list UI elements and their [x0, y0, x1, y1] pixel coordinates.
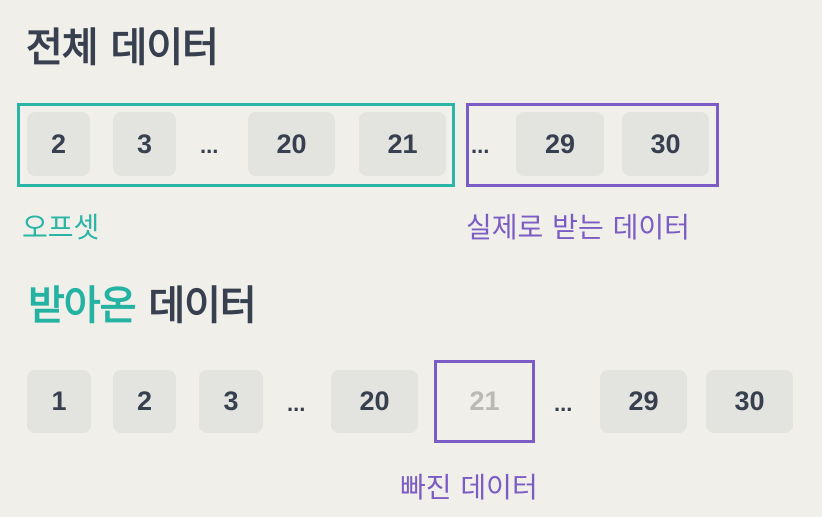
received-cell-29: 29 — [600, 370, 687, 433]
offset-frame — [17, 103, 455, 187]
full-cell-20: 20 — [248, 112, 335, 176]
full-cell-3: 3 — [113, 112, 176, 176]
received-cell-20: 20 — [331, 370, 418, 433]
full-data-title: 전체 데이터 — [26, 25, 219, 71]
received-ellipsis-1: ... — [287, 391, 306, 416]
full-cell-30: 30 — [622, 112, 709, 176]
full-cell-21: 21 — [359, 112, 446, 176]
received-frame — [466, 103, 719, 187]
received-data-title: 받아온 데이터 — [28, 283, 257, 329]
offset-label: 오프셋 — [22, 211, 100, 244]
full-ellipsis-1: ... — [200, 133, 219, 158]
received-cell-3: 3 — [199, 370, 263, 433]
missing-cell-21: 21 — [434, 360, 535, 443]
received-ellipsis-2: ... — [554, 391, 573, 416]
received-cell-30: 30 — [706, 370, 793, 433]
missing-data-label: 빠진 데이터 — [400, 471, 538, 504]
received-cell-2: 2 — [113, 370, 176, 433]
received-cell-1: 1 — [27, 370, 91, 433]
full-ellipsis-2: ... — [471, 133, 490, 158]
full-cell-29: 29 — [516, 112, 604, 176]
full-cell-2: 2 — [27, 112, 90, 176]
received-data-label: 실제로 받는 데이터 — [466, 211, 690, 244]
